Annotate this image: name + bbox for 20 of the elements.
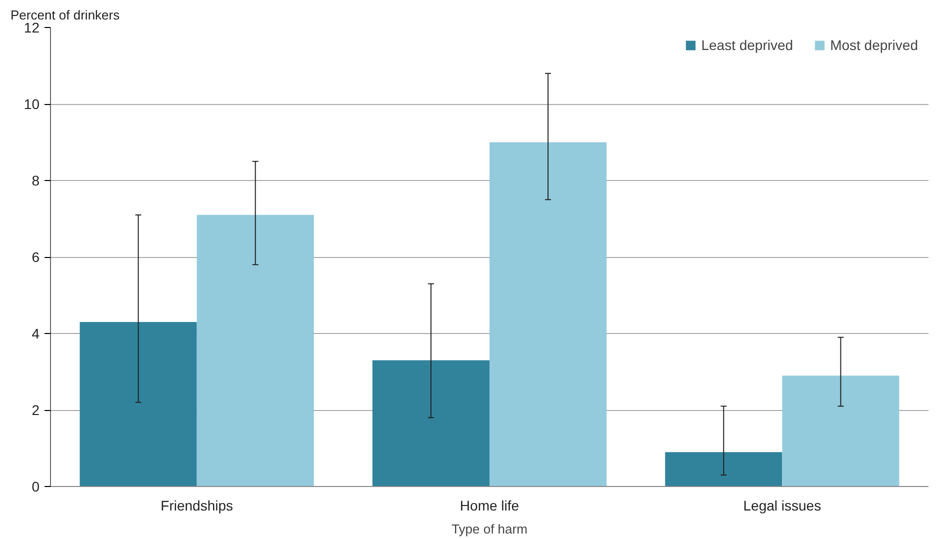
x-axis-title: Type of harm: [452, 522, 528, 536]
bar: [490, 142, 607, 486]
x-tick-label: Home life: [460, 498, 520, 514]
bar: [665, 452, 782, 486]
y-tick-label: 10: [24, 96, 40, 112]
y-tick-label: 4: [32, 326, 40, 342]
bar: [782, 376, 900, 486]
x-tick-label: Friendships: [160, 498, 234, 514]
y-tick-label: 2: [32, 402, 40, 418]
y-axis-title: Percent of drinkers: [10, 8, 120, 22]
x-tick-label: Legal issues: [743, 498, 822, 514]
bar: [372, 360, 490, 486]
y-tick-label: 0: [32, 478, 40, 494]
y-tick-label: 8: [32, 172, 40, 188]
y-tick-label: 6: [32, 249, 40, 265]
legend-label: Most deprived: [830, 37, 918, 53]
legend-label: Least deprived: [701, 37, 794, 53]
bar: [196, 214, 314, 486]
bar: [80, 322, 197, 486]
y-tick-label: 12: [24, 20, 40, 36]
